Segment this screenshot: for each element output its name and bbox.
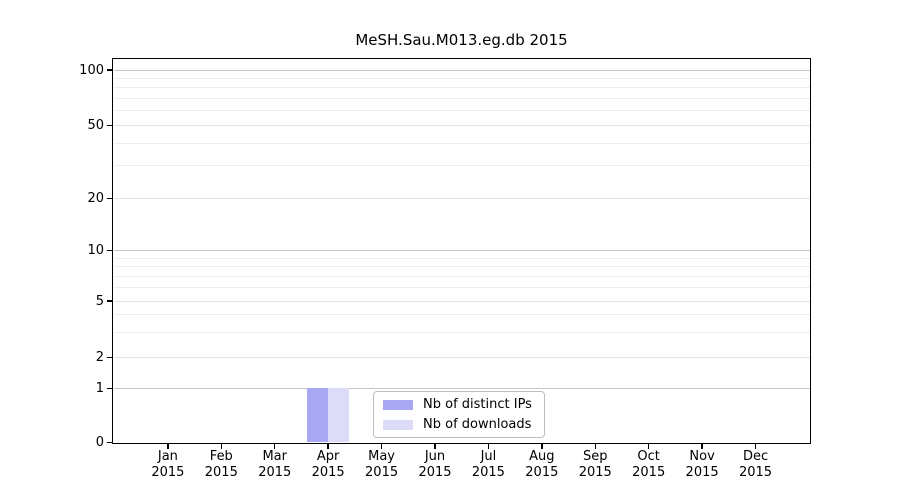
y-axis-label-100: 100 — [79, 62, 104, 78]
legend-swatch-distinct-ips — [383, 399, 413, 410]
x-axis-label-apr: Apr 2015 — [296, 449, 360, 480]
y-tick-mark-2 — [106, 356, 113, 359]
y-tick-mark-50 — [106, 124, 113, 127]
y-axis-label-5: 5 — [95, 293, 104, 309]
x-axis-month: Feb — [209, 449, 233, 464]
x-axis-label-dec: Dec 2015 — [724, 449, 788, 480]
legend-label-distinct-ips: Nb of distinct IPs — [423, 397, 532, 412]
x-axis-year: 2015 — [365, 464, 399, 480]
gridline-1 — [113, 387, 810, 389]
x-axis-month: Jan — [157, 449, 178, 464]
x-axis-month: Jul — [480, 449, 497, 464]
x-axis-year: 2015 — [151, 464, 185, 480]
x-axis-year: 2015 — [685, 464, 719, 480]
gridline-50 — [113, 124, 810, 126]
x-tick-mark-oct — [647, 443, 650, 449]
x-tick-mark-mar — [273, 443, 276, 449]
x-axis-label-nov: Nov 2015 — [670, 449, 734, 480]
x-axis-label-feb: Feb 2015 — [189, 449, 253, 480]
chart-title: MeSH.Sau.M013.eg.db 2015 — [355, 31, 568, 49]
legend-entry-downloads: Nb of downloads — [383, 417, 535, 432]
gridline-minor-6 — [113, 287, 810, 289]
x-axis-month: Jun — [424, 449, 446, 464]
x-axis-year: 2015 — [258, 464, 292, 480]
y-axis-label-0: 0 — [95, 435, 104, 450]
x-axis-month: Mar — [262, 449, 287, 464]
x-axis-year: 2015 — [311, 464, 345, 480]
gridline-minor-80 — [113, 87, 810, 89]
x-tick-mark-dec — [754, 443, 757, 449]
bar-downloads-apr — [328, 388, 350, 443]
gridline-2 — [113, 357, 810, 359]
gridline-minor-3 — [113, 332, 810, 334]
gridline-5 — [113, 300, 810, 302]
x-tick-mark-jul — [487, 443, 490, 449]
gridline-minor-9 — [113, 257, 810, 259]
x-axis-label-oct: Oct 2015 — [617, 449, 681, 480]
x-axis-label-aug: Aug 2015 — [510, 449, 574, 480]
x-axis-year: 2015 — [525, 464, 559, 480]
x-tick-mark-aug — [541, 443, 543, 449]
x-axis-year: 2015 — [204, 464, 238, 480]
gridline-minor-60 — [113, 110, 810, 112]
x-axis-label-jun: Jun 2015 — [403, 449, 467, 480]
x-axis-label-jul: Jul 2015 — [456, 449, 520, 480]
x-tick-mark-sep — [594, 443, 596, 449]
gridline-100 — [113, 69, 810, 71]
x-axis-year: 2015 — [738, 464, 773, 480]
x-tick-mark-apr — [327, 443, 329, 449]
y-axis-label-1: 1 — [95, 380, 104, 396]
y-axis-label-2: 2 — [95, 350, 104, 366]
y-tick-mark-10 — [106, 249, 113, 252]
x-axis-year: 2015 — [418, 464, 452, 480]
x-tick-mark-jan — [167, 443, 169, 449]
x-axis-month: Dec — [742, 449, 769, 464]
x-axis-label-jan: Jan 2015 — [136, 449, 200, 480]
y-tick-mark-5 — [106, 300, 113, 302]
x-axis-label-mar: Mar 2015 — [243, 449, 307, 480]
x-axis-month: Apr — [316, 449, 340, 464]
x-axis-month: May — [368, 449, 396, 464]
legend: Nb of distinct IPs Nb of downloads — [373, 391, 545, 438]
gridline-minor-70 — [113, 97, 810, 99]
gridline-minor-30 — [113, 165, 810, 167]
x-tick-mark-nov — [701, 443, 703, 449]
x-axis-label-sep: Sep 2015 — [563, 449, 627, 480]
legend-swatch-downloads — [383, 419, 413, 430]
y-axis-label-50: 50 — [87, 117, 104, 133]
x-axis-month: Aug — [529, 449, 555, 464]
gridline-minor-40 — [113, 142, 810, 144]
y-tick-mark-0 — [106, 441, 113, 444]
y-axis-label-10: 10 — [87, 242, 104, 258]
x-axis-month: Nov — [689, 449, 715, 464]
gridline-minor-90 — [113, 77, 810, 79]
gridline-minor-4 — [113, 314, 810, 316]
x-tick-mark-jun — [434, 443, 436, 449]
x-axis-month: Oct — [637, 449, 660, 464]
bar-distinct-ips-apr — [307, 388, 329, 443]
y-axis-label-20: 20 — [87, 190, 104, 206]
y-tick-mark-100 — [106, 69, 113, 71]
x-axis-year: 2015 — [471, 464, 505, 480]
x-axis-year: 2015 — [578, 464, 612, 480]
legend-entry-distinct-ips: Nb of distinct IPs — [383, 397, 535, 412]
gridline-10 — [113, 249, 810, 251]
x-tick-mark-feb — [220, 443, 223, 449]
y-tick-mark-20 — [106, 197, 113, 200]
x-axis-year: 2015 — [632, 464, 666, 480]
legend-label-downloads: Nb of downloads — [423, 417, 532, 432]
gridline-minor-8 — [113, 266, 810, 268]
x-tick-mark-may — [380, 443, 383, 449]
gridline-minor-7 — [113, 275, 810, 277]
y-tick-mark-1 — [106, 387, 113, 390]
x-axis-label-may: May 2015 — [350, 449, 414, 480]
gridline-20 — [113, 197, 810, 199]
x-axis-month: Sep — [582, 449, 608, 464]
